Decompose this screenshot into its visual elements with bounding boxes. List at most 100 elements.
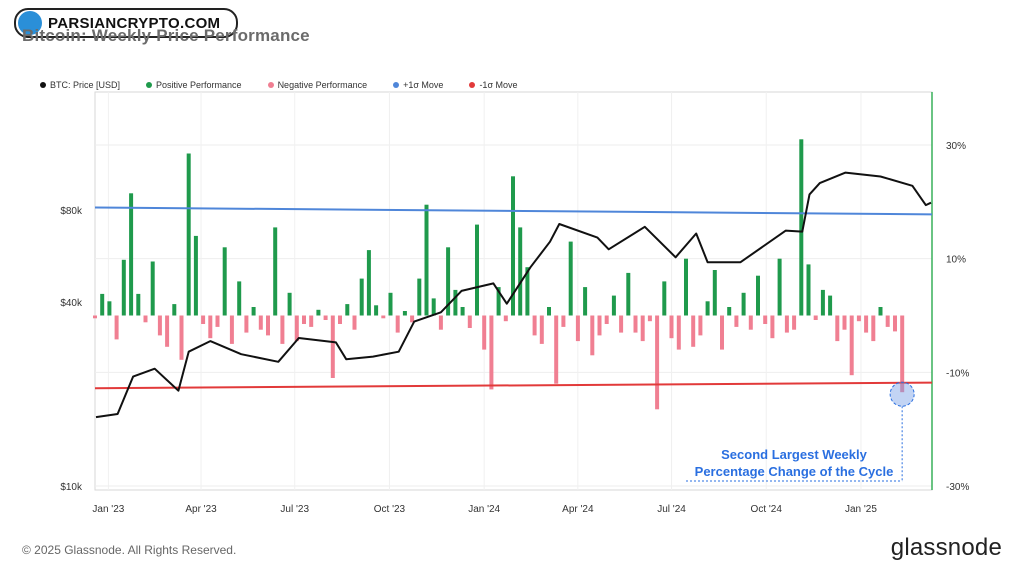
negative-bar xyxy=(597,315,602,336)
left-axis-tick-label: $80k xyxy=(60,206,83,217)
positive-bar xyxy=(475,224,479,316)
negative-bar xyxy=(813,315,818,320)
x-axis-tick-label: Jul '24 xyxy=(657,504,686,515)
negative-bar xyxy=(784,315,789,333)
positive-bar xyxy=(806,264,811,316)
negative-bar xyxy=(900,315,905,393)
negative-bar xyxy=(410,315,415,323)
copyright-text: © 2025 Glassnode. All Rights Reserved. xyxy=(22,543,237,557)
positive-bar xyxy=(799,139,804,316)
negative-bar xyxy=(215,315,220,327)
positive-bar xyxy=(446,247,451,316)
negative-bar xyxy=(323,315,328,320)
legend-item-4[interactable]: -1σ Move xyxy=(469,80,518,90)
positive-bar xyxy=(374,305,379,316)
negative-bar xyxy=(208,315,213,339)
negative-bar xyxy=(604,315,609,324)
x-axis-tick-label: Apr '24 xyxy=(562,504,594,515)
watermark-logo-icon xyxy=(18,11,42,35)
chart-title: Bitcoin: Weekly Price Performance xyxy=(22,26,310,45)
left-axis-tick-label: $40k xyxy=(60,298,83,309)
negative-bar xyxy=(467,315,472,328)
negative-bar xyxy=(143,315,148,323)
positive-bar xyxy=(273,227,278,316)
negative-bar xyxy=(532,315,537,336)
negative-bar xyxy=(590,315,595,356)
negative-bar xyxy=(792,315,797,330)
negative-bar xyxy=(864,315,869,333)
positive-bar xyxy=(684,258,688,316)
negative-bar xyxy=(352,315,357,330)
negative-bar xyxy=(280,315,285,344)
negative-bar xyxy=(157,315,162,336)
legend-label: +1σ Move xyxy=(403,80,444,90)
positive-bar xyxy=(251,307,256,316)
legend-item-2[interactable]: Negative Performance xyxy=(267,80,368,90)
positive-bar xyxy=(518,227,523,316)
negative-bar xyxy=(489,315,494,390)
x-axis-tick-label: Oct '24 xyxy=(751,504,783,515)
positive-bar xyxy=(345,304,350,316)
legend-dot-icon xyxy=(40,82,46,88)
positive-bar xyxy=(121,259,126,316)
brand-logo-text: glassnode xyxy=(890,534,1002,561)
positive-bar xyxy=(828,295,833,316)
negative-bar xyxy=(539,315,544,344)
positive-bar xyxy=(712,270,717,316)
positive-bar xyxy=(150,261,155,316)
negative-bar xyxy=(647,315,652,322)
negative-bar xyxy=(734,315,739,327)
positive-bar xyxy=(820,289,825,316)
negative-bar xyxy=(381,315,386,319)
negative-bar xyxy=(856,315,861,322)
negative-bar xyxy=(503,315,508,322)
negative-bar xyxy=(561,315,566,327)
negative-bar xyxy=(266,315,270,336)
legend-dot-icon xyxy=(267,82,274,88)
positive-bar xyxy=(222,247,227,316)
negative-bar xyxy=(575,315,580,342)
negative-bar xyxy=(229,315,234,344)
legend-label: BTC: Price [USD] xyxy=(50,80,121,90)
positive-bar xyxy=(460,307,465,316)
left-axis-tick-label: $10k xyxy=(60,482,83,493)
positive-bar xyxy=(172,304,177,316)
legend-label: Positive Performance xyxy=(156,80,242,90)
positive-bar xyxy=(626,272,631,316)
legend-item-3[interactable]: +1σ Move xyxy=(393,80,443,90)
negative-bar xyxy=(691,315,696,347)
positive-bar xyxy=(136,293,141,316)
positive-bar xyxy=(366,250,371,316)
negative-bar xyxy=(885,315,890,327)
legend-item-0[interactable]: BTC: Price [USD] xyxy=(40,80,120,90)
negative-bar xyxy=(179,315,184,360)
positive-bar xyxy=(129,193,134,316)
positive-bar xyxy=(186,153,191,316)
annotation-text-line2: Percentage Change of the Cycle xyxy=(695,464,894,479)
right-axis-tick-label: -30% xyxy=(946,482,969,493)
negative-bar xyxy=(698,315,703,336)
x-axis-tick-label: Oct '23 xyxy=(374,504,406,515)
negative-bar xyxy=(871,315,876,342)
negative-bar xyxy=(633,315,638,333)
x-axis-tick-label: Jan '24 xyxy=(468,504,500,515)
legend-dot-icon xyxy=(469,82,476,88)
positive-bar xyxy=(705,301,710,316)
positive-bar xyxy=(453,289,458,316)
minus-sigma-line xyxy=(94,381,933,390)
negative-bar xyxy=(93,315,97,319)
positive-bar xyxy=(287,292,292,316)
positive-bar xyxy=(756,275,760,316)
legend-item-1[interactable]: Positive Performance xyxy=(146,80,242,90)
negative-bar xyxy=(244,315,249,333)
annotation-text-line1: Second Largest Weekly xyxy=(721,447,867,462)
right-axis-tick-label: 10% xyxy=(946,255,966,266)
x-axis-tick-label: Jan '25 xyxy=(845,504,877,515)
watermark-text: PARSIANCRYPTO.COM xyxy=(48,15,221,32)
x-axis-tick-label: Jul '23 xyxy=(280,504,309,515)
btc-price-line xyxy=(95,171,932,419)
legend-label: Negative Performance xyxy=(277,80,368,90)
negative-bar xyxy=(114,315,119,340)
positive-bar xyxy=(359,278,364,316)
negative-bar xyxy=(395,315,400,333)
